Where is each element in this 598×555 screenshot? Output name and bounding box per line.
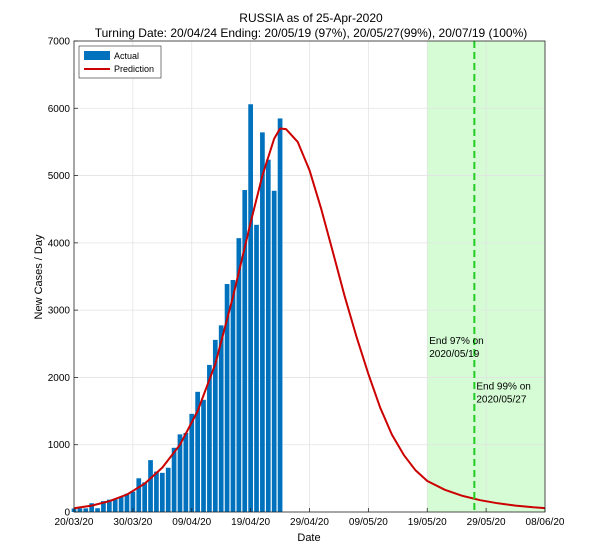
bar-actual — [130, 491, 136, 512]
bar-actual — [189, 413, 195, 512]
bar-actual — [112, 498, 118, 512]
bar-actual — [142, 482, 148, 512]
bar-actual — [159, 472, 165, 512]
x-tick-label: 19/05/20 — [408, 517, 447, 528]
bar-actual — [277, 118, 283, 512]
x-tick-label: 29/04/20 — [290, 517, 329, 528]
bar-actual — [118, 496, 124, 512]
x-tick-label: 09/05/20 — [349, 517, 388, 528]
bar-actual — [236, 238, 242, 512]
prediction-line — [73, 127, 546, 510]
y-tick-label: 6000 — [48, 104, 71, 115]
y-axis-label: New Cases / Day — [33, 234, 45, 319]
bar-actual — [148, 460, 153, 512]
bar-actual — [201, 399, 206, 512]
y-tick-label: 7000 — [48, 37, 71, 48]
bar-actual — [89, 503, 95, 512]
bar-actual — [183, 432, 189, 512]
chart-subtitle: Turning Date: 20/04/24 Ending: 20/05/19 … — [95, 26, 528, 40]
legend: Actual Prediction — [78, 45, 162, 79]
bar-actual — [271, 190, 277, 512]
y-tick-label: 0 — [64, 508, 70, 519]
x-tick-label: 29/05/20 — [467, 517, 506, 528]
x-tick-label: 08/06/20 — [526, 517, 565, 528]
bar-actual — [265, 159, 271, 512]
x-tick-label: 20/03/20 — [55, 517, 94, 528]
y-tick-label: 4000 — [48, 238, 71, 249]
y-tick-label: 5000 — [48, 171, 71, 182]
annotation-text: 2020/05/27 — [476, 395, 526, 406]
x-tick-label: 09/04/20 — [172, 517, 211, 528]
bar-actual — [230, 279, 236, 512]
annotation-text: End 97% on — [429, 336, 484, 347]
bar-actual — [242, 190, 248, 513]
annotation-text: End 99% on — [476, 382, 530, 393]
annotation-text: 2020/05/19 — [429, 349, 479, 360]
y-tick-label: 1000 — [48, 440, 71, 451]
bar-actual — [224, 284, 230, 512]
bar-actual — [165, 467, 171, 512]
bar-actual — [95, 508, 100, 512]
plot-area: End 97% on 2020/05/19 End 99% on 2020/05/27… — [48, 37, 565, 529]
bar-actual — [106, 499, 112, 512]
x-tick-label: 19/04/20 — [231, 517, 270, 528]
bar-actual — [195, 391, 200, 512]
x-axis-label: Date — [297, 532, 320, 544]
y-tick-label: 2000 — [48, 373, 71, 384]
bar-actual — [207, 364, 212, 512]
bar-actual — [171, 447, 177, 512]
bar-actual — [83, 508, 89, 512]
bar-actual — [77, 508, 83, 512]
bar-actual — [212, 339, 218, 512]
chart-title: RUSSIA as of 25-Apr-2020 — [239, 11, 383, 25]
x-tick-label: 30/03/20 — [113, 517, 152, 528]
bar-actual — [136, 478, 142, 512]
bar-actual — [260, 132, 265, 512]
legend-prediction-label: Prediction — [114, 64, 154, 74]
legend-actual-swatch — [84, 51, 110, 60]
bar-actual — [124, 493, 130, 512]
y-tick-label: 3000 — [48, 306, 71, 317]
bar-actual — [248, 104, 253, 513]
bar-actual — [254, 224, 259, 512]
bar-actual — [177, 434, 183, 512]
bar-actual — [101, 501, 106, 512]
legend-actual-label: Actual — [114, 51, 139, 61]
bar-actual — [218, 325, 224, 512]
bar-actual — [154, 471, 159, 512]
